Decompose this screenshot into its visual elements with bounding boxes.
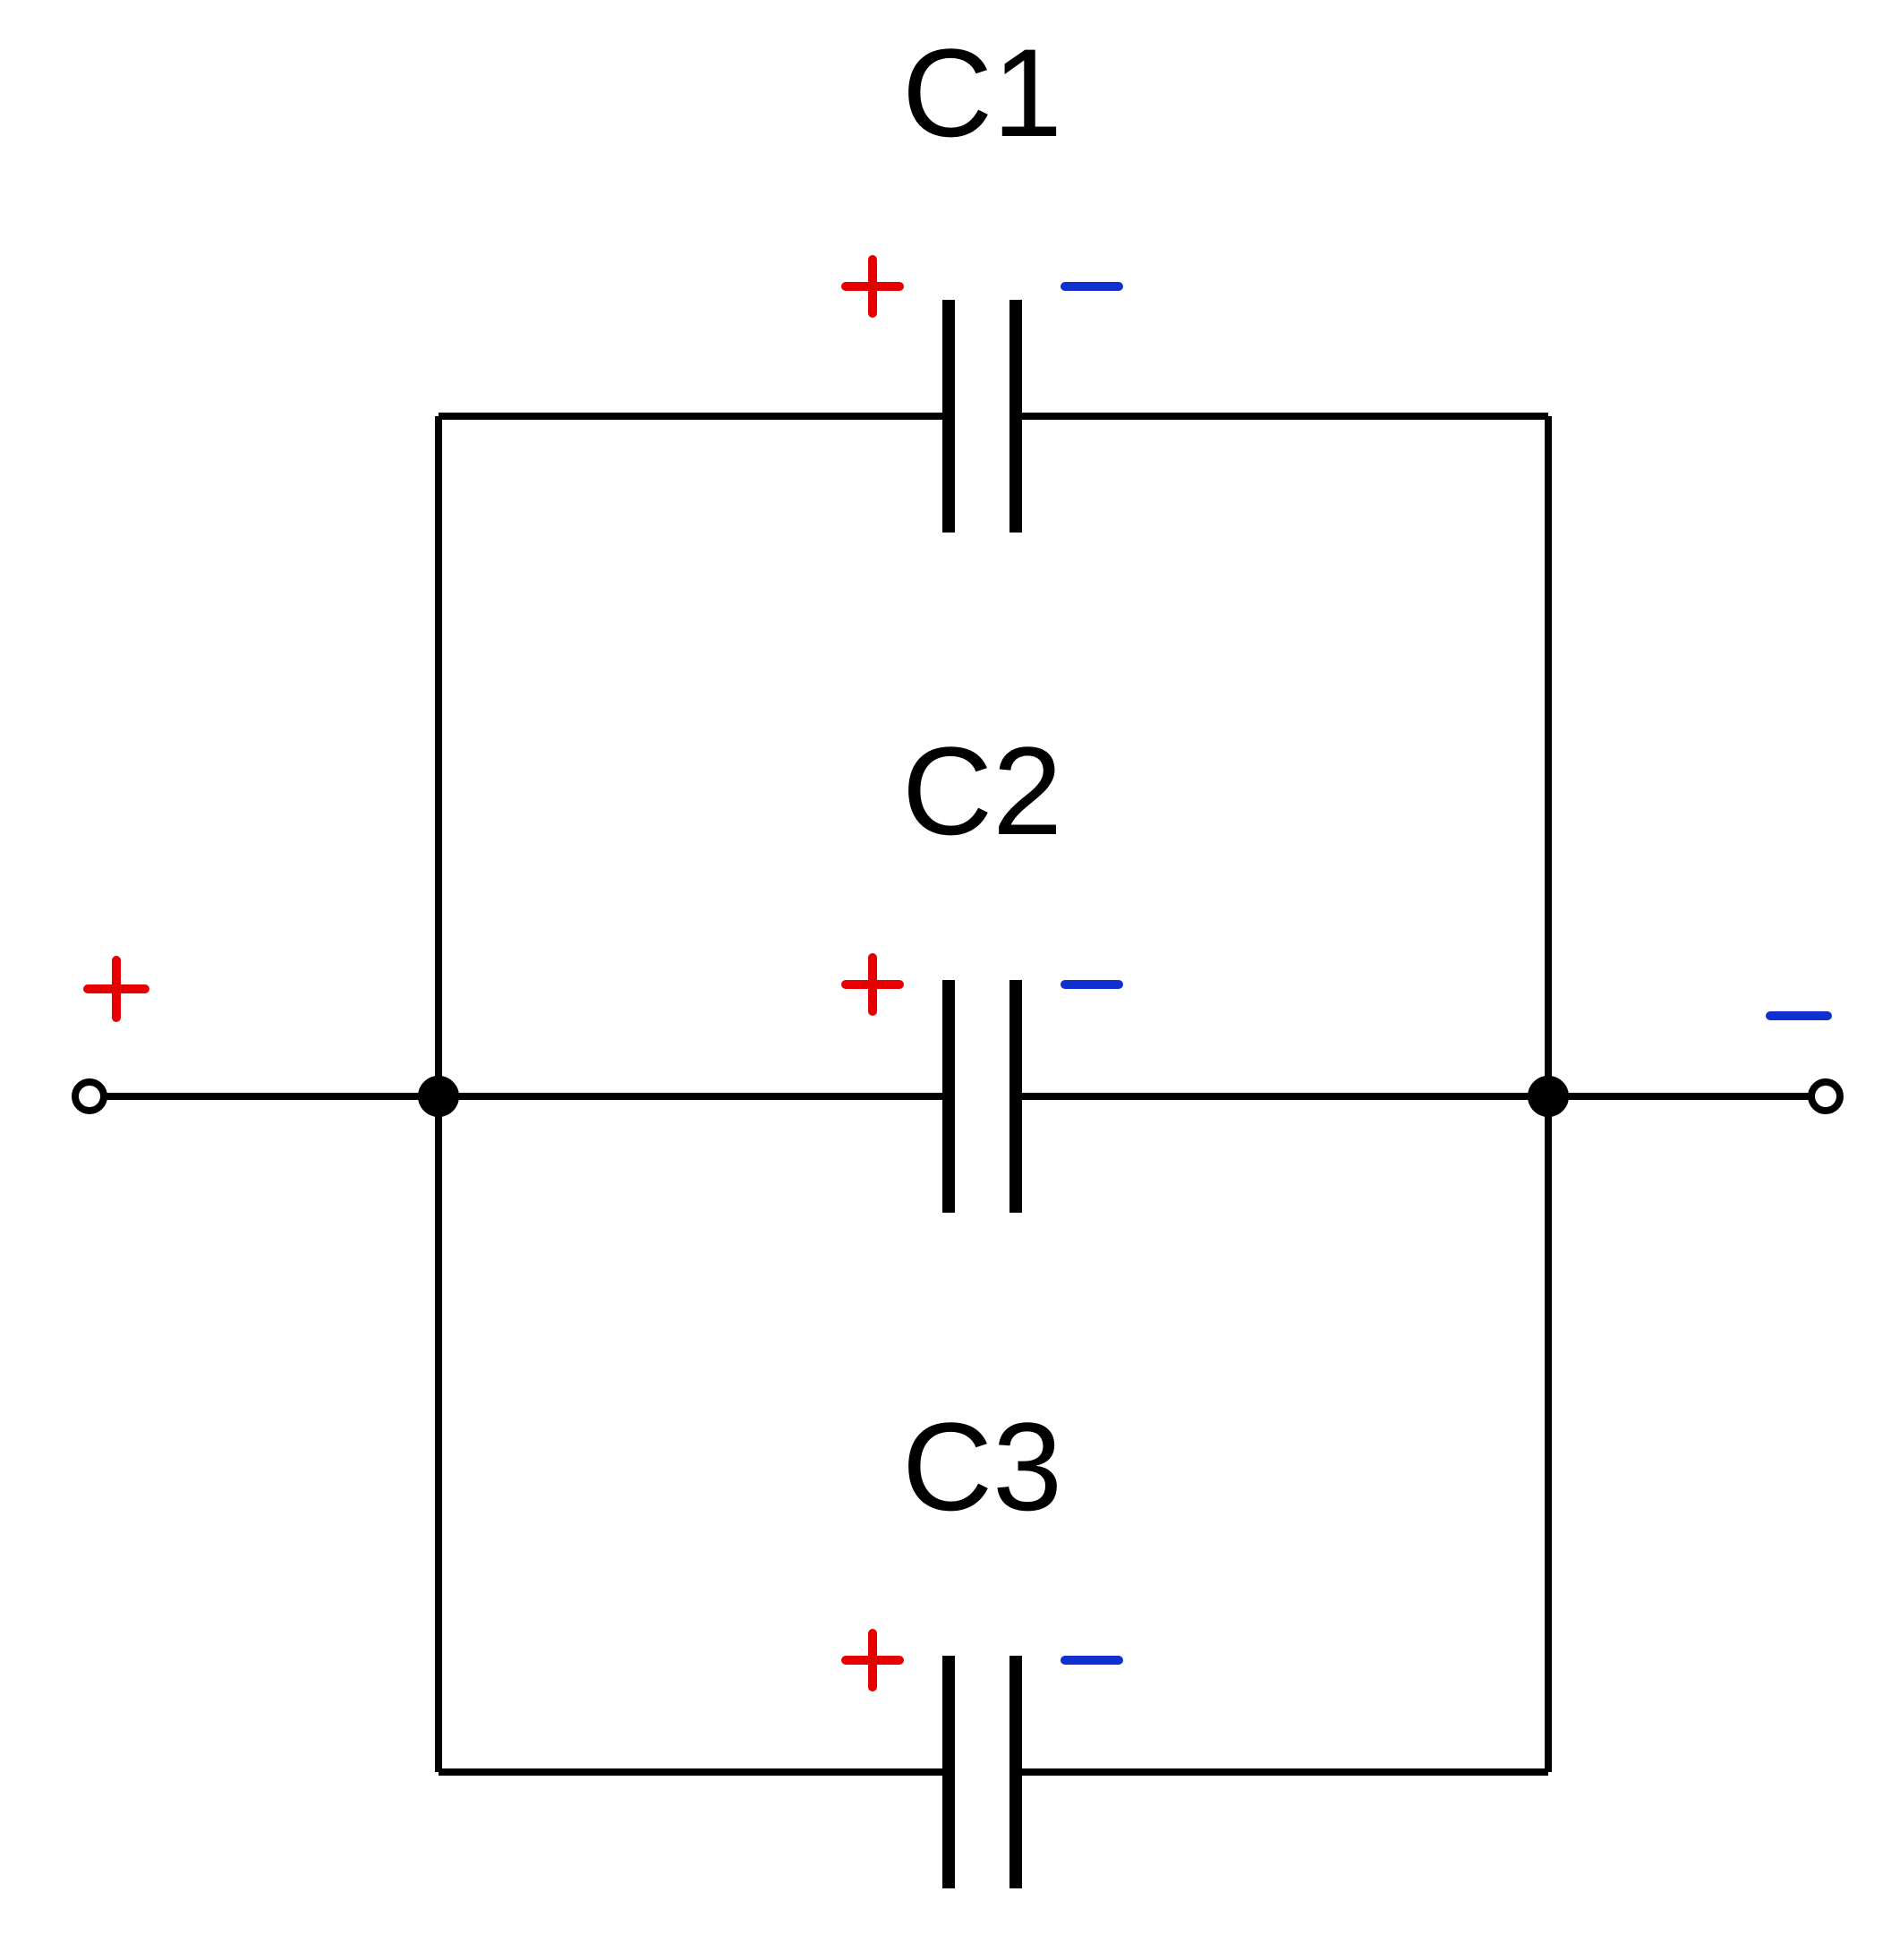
C2-plus-icon: [846, 958, 899, 1011]
C3-label: C3: [902, 1396, 1062, 1537]
right-terminal: [1811, 1082, 1840, 1111]
C3-plus-icon: [846, 1633, 899, 1687]
left-terminal-plus-icon: [88, 960, 145, 1018]
left-terminal: [75, 1082, 104, 1111]
C2-label: C2: [902, 720, 1062, 861]
left-node: [419, 1077, 458, 1116]
C1-plus-icon: [846, 260, 899, 313]
C1-label: C1: [902, 22, 1062, 163]
right-node: [1529, 1077, 1568, 1116]
